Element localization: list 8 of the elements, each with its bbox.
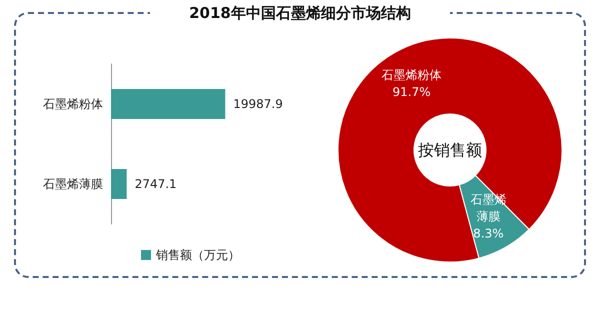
data-label: 19987.9 xyxy=(233,97,283,111)
text: 按销售额 xyxy=(418,140,482,160)
data-label: 91.7% xyxy=(392,84,431,99)
text: 2018年中国石墨烯细分市场结构 xyxy=(150,4,450,23)
slice-label: 石墨烯粉体 xyxy=(382,68,442,82)
legend-label: 销售额（万元） xyxy=(155,248,240,262)
data-label: 2747.1 xyxy=(134,177,177,191)
data-label: 8.3% xyxy=(473,226,504,241)
